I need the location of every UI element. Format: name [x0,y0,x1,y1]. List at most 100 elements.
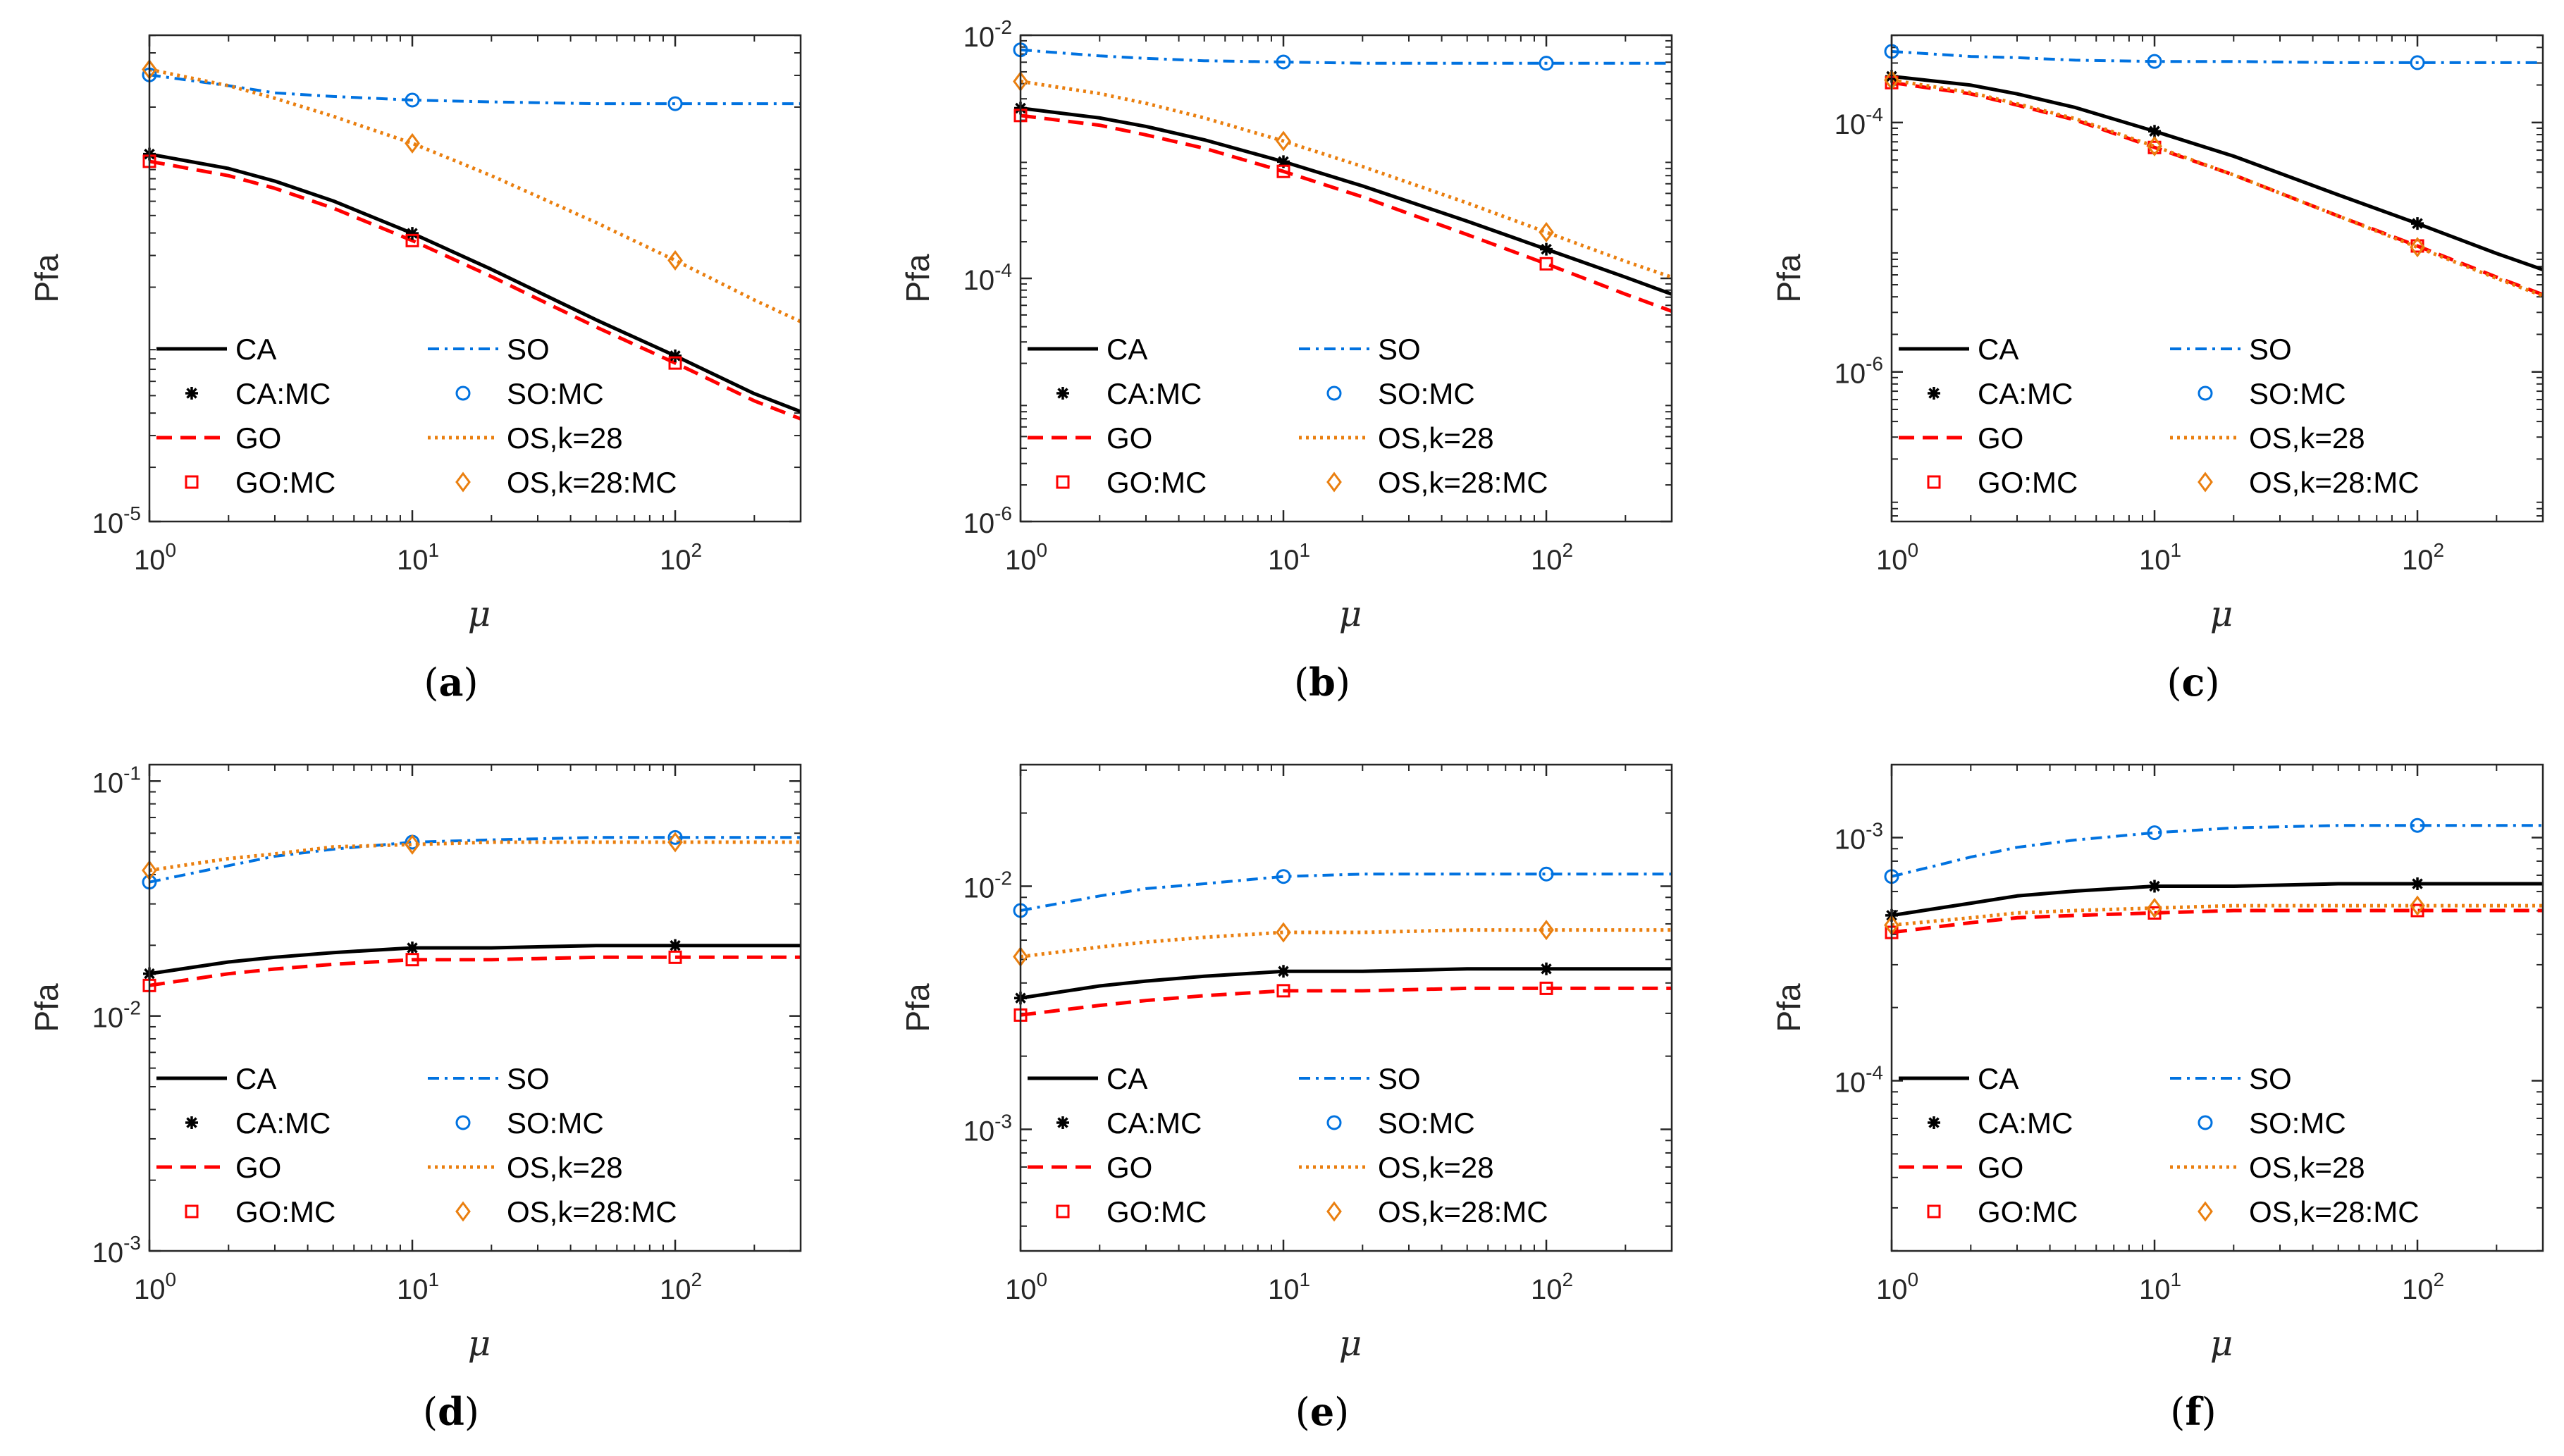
mc-marker-os-k-28 [667,249,683,271]
mc-marker-ca [669,349,682,362]
mc-marker-so [2410,55,2425,70]
chart-panel-d: 100 101 102 10-3 10-2 10-1 CA CA:MC GO GO:MC SO SO:… [28,762,802,1434]
chart-panel-f: 100 101 102 10-4 10-3 CA CA:MC GO GO:MC SO SO:MC OS… [1770,763,2544,1434]
mc-marker-so [2147,825,2162,841]
mc-marker-so [667,829,683,845]
x-axis-label: μ [468,593,491,634]
legend: CA CA:MC GO GO:MC SO SO:MC OS,k=28 OS,k=28:MC [1028,1062,1548,1228]
legend-label: SO [2249,333,2292,366]
x-tick-label: 101 [397,539,439,576]
legend-label: CA [1107,333,1147,366]
chart-panel-c: 100 101 102 10-6 10-4 CA CA:MC GO GO:MC SO SO:MC OS… [1770,34,2544,705]
panel-label: (c) [2167,660,2219,705]
legend-marker-sample [1326,471,1342,493]
legend: CA CA:MC GO GO:MC SO SO:MC OS,k=28 OS,k=28:MC [156,333,677,499]
legend-label: GO:MC [235,1195,335,1228]
x-tick-label: 102 [2402,539,2444,576]
legend-label: OS,k=28 [1378,421,1494,455]
series-line-ca [1892,882,2543,918]
mc-marker-ca [2148,880,2162,893]
series-line-os-k-28 [1892,78,2543,298]
panel-label: (b) [1294,660,1350,705]
legend-marker-sample [1927,475,1941,489]
legend-label: SO:MC [507,1106,604,1140]
chart-panel-b: 100 101 102 10-6 10-4 10-2 CA CA:MC GO GO:MC SO SO:… [899,16,1673,705]
mc-marker-ca [1277,965,1290,978]
legend-label: SO:MC [1378,377,1475,410]
x-tick-label: 101 [1268,539,1310,576]
legend-label: OS,k=28:MC [507,1195,677,1228]
panel-label: (a) [424,660,478,705]
series-line-os-k-28 [1892,903,2543,927]
mc-marker-go [668,950,682,964]
legend-label: GO:MC [1107,466,1207,499]
legend-marker-sample [1326,1201,1342,1222]
legend-label: CA [1978,333,2018,366]
mc-marker-so [1276,54,1291,70]
series-line-os-k-28 [1021,80,1672,279]
series-line-so [1892,824,2543,878]
mc-marker-so [2147,54,2162,69]
legend-marker-sample [1326,385,1342,401]
series-lines [149,68,801,421]
mc-marker-go [668,356,682,370]
legend-label: SO:MC [507,377,604,410]
legend-label: SO [507,1062,550,1095]
legend-marker-sample [1056,1116,1069,1129]
legend-label: SO [2249,1062,2292,1095]
legend-label: GO:MC [1978,466,2078,499]
y-axis-label: Pfa [28,254,65,302]
legend-label: GO [1107,1151,1152,1184]
series-line-os-k-28 [149,68,801,323]
legend: CA CA:MC GO GO:MC SO SO:MC OS,k=28 OS,k=28:MC [1899,333,2420,499]
mc-marker-ca [406,942,419,954]
mc-marker-go [1539,981,1553,995]
series-lines [1021,48,1672,313]
x-tick-label: 101 [397,1269,439,1305]
legend-marker-sample [1326,1115,1342,1130]
y-axis-label: Pfa [899,254,936,302]
series-line-go [1021,986,1672,1017]
series-line-go [149,159,801,421]
x-tick-label: 100 [1876,1269,1918,1305]
mc-marker-ca [1277,155,1290,168]
series-line-so [149,73,801,106]
legend-label: GO [235,1151,281,1184]
legend-label: OS,k=28:MC [1378,1195,1548,1228]
legend-marker-sample [2198,471,2213,493]
mc-marker-os-k-28 [1539,221,1554,242]
x-tick-label: 101 [2139,539,2181,576]
legend-marker-sample [455,471,471,493]
mc-marker-so [2410,818,2425,833]
series-line-ca [149,944,801,976]
legend-marker-sample [2198,1201,2213,1222]
legend-marker-sample [2198,1115,2213,1130]
y-tick-label: 10-2 [963,16,1012,53]
x-axis-label: μ [1339,1323,1362,1364]
legend-label: GO [1107,421,1152,455]
y-tick-label: 10-6 [963,502,1012,539]
x-tick-label: 102 [1531,1269,1573,1305]
x-tick-label: 100 [134,1269,176,1305]
x-tick-label: 101 [2139,1269,2181,1305]
legend-label: CA [235,1062,276,1095]
series-line-ca [1892,74,2543,271]
y-tick-label: 10-3 [1835,819,1883,856]
legend-label: CA [1978,1062,2018,1095]
legend-label: CA:MC [235,377,331,410]
x-tick-label: 100 [1005,539,1047,576]
panel-label: (f) [2170,1389,2216,1434]
legend-label: CA:MC [235,1106,331,1140]
x-axis-label: μ [2210,593,2233,634]
x-tick-label: 102 [1531,539,1573,576]
chart-panel-e: 100 101 102 10-3 10-2 CA CA:MC GO GO:MC SO SO:MC OS… [899,763,1673,1434]
mc-marker-so [1539,56,1554,71]
mc-marker-so [1276,869,1291,884]
legend-label: SO:MC [2249,1106,2346,1140]
legend-label: GO [1978,1151,2023,1184]
mc-marker-go [1276,164,1290,178]
y-axis-label: Pfa [1770,254,1807,302]
mc-marker-os-k-28 [1276,130,1291,152]
mc-marker-os-k-28 [405,132,420,154]
series-line-go [1892,80,2543,297]
